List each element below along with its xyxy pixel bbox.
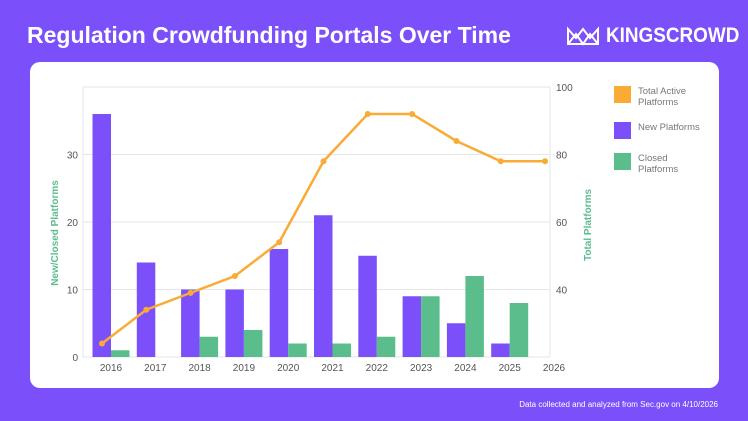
bar-closed-2021	[332, 343, 351, 357]
bar-new-2021	[314, 215, 333, 357]
x-tick-label: 2022	[366, 363, 389, 374]
y-tick-right: 100	[556, 83, 573, 94]
bar-closed-2016	[111, 350, 130, 357]
legend-item-new: New Platforms	[614, 122, 703, 139]
point-total-2017	[143, 306, 150, 313]
y-axis-title-left: New/Closed Platforms	[50, 180, 61, 286]
bar-new-2018	[181, 289, 200, 357]
point-total-2025	[497, 158, 504, 165]
point-total-2019	[231, 273, 238, 279]
bar-closed-2025	[509, 303, 529, 357]
x-tick-label: 2025	[499, 363, 522, 374]
x-tick-label: 2018	[188, 363, 211, 374]
y-axis-title-right: Total Platforms	[583, 189, 594, 261]
point-total-2023	[409, 111, 416, 117]
bar-closed-2024	[465, 276, 484, 357]
bar-closed-2018	[199, 336, 219, 357]
footer-source: Data collected and analyzed from Sec.gov…	[519, 400, 718, 409]
crown-outline-icon	[567, 26, 599, 46]
x-tick-label: 2024	[454, 363, 477, 374]
legend-swatch	[614, 153, 631, 170]
y-tick-left: 30	[67, 151, 79, 162]
x-tick-label: 2023	[410, 363, 433, 374]
x-tick-label: 2026	[543, 363, 566, 374]
point-total-2020	[276, 239, 283, 246]
bar-new-2025	[491, 343, 510, 357]
legend-item-closed: Closed Platforms	[614, 153, 703, 175]
point-total-2016	[99, 340, 105, 347]
y-tick-left: 20	[67, 218, 79, 229]
point-total-2026	[542, 158, 548, 165]
x-tick-label: 2017	[144, 363, 167, 374]
bar-new-2024	[446, 323, 466, 357]
legend-item-total: Total Active Platforms	[614, 86, 703, 108]
point-total-2022	[364, 111, 371, 117]
y-tick-right: 40	[556, 286, 568, 297]
bar-closed-2019	[243, 330, 263, 357]
bar-new-2023	[402, 296, 422, 357]
bar-new-2022	[358, 255, 377, 357]
point-total-2021	[320, 158, 327, 165]
bar-new-2016	[92, 114, 111, 357]
bar-closed-2022	[376, 336, 396, 357]
x-tick-label: 2020	[277, 363, 300, 374]
x-tick-label: 2019	[233, 363, 256, 374]
legend: Total Active Platforms New Platforms Clo…	[614, 86, 703, 189]
bar-closed-2023	[421, 296, 440, 357]
bar-closed-2020	[288, 343, 307, 357]
y-tick-left: 0	[72, 353, 78, 364]
logo-text: KINGSCROWD	[606, 24, 740, 47]
legend-swatch	[614, 86, 631, 103]
y-tick-right: 60	[556, 218, 568, 229]
y-tick-left: 10	[67, 286, 79, 297]
y-tick-right: 80	[556, 151, 568, 162]
bar-new-2019	[225, 289, 244, 357]
point-total-2018	[187, 289, 194, 296]
point-total-2024	[453, 138, 460, 144]
logo: KINGSCROWD	[566, 24, 748, 48]
legend-swatch	[614, 122, 631, 139]
x-tick-label: 2021	[321, 363, 344, 374]
x-tick-label: 2016	[100, 363, 123, 374]
page-title: Regulation Crowdfunding Portals Over Tim…	[27, 22, 511, 48]
bar-new-2020	[269, 249, 289, 357]
